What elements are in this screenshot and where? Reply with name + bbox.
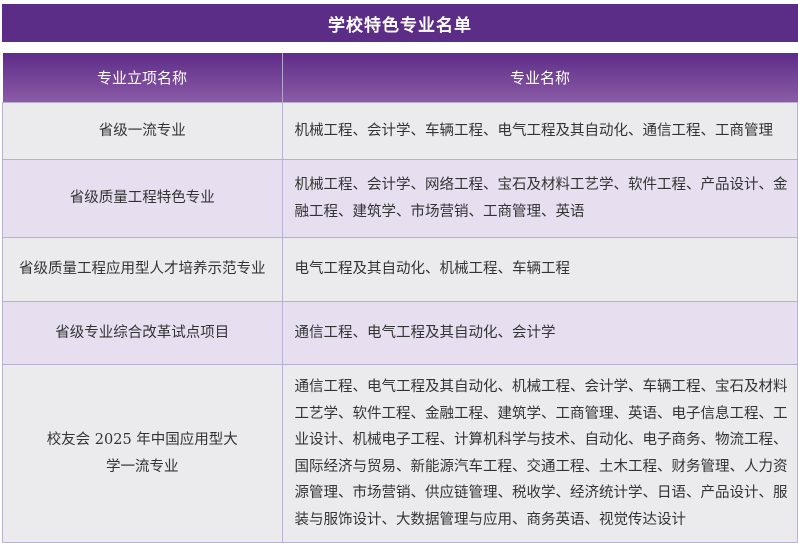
table-row: 省级质量工程应用型人才培养示范专业 电气工程及其自动化、机械工程、车辆工程 [2,237,798,302]
project-name-cell: 省级专业综合改革试点项目 [2,301,283,365]
page-title: 学校特色专业名单 [2,4,798,42]
majors-cell: 电气工程及其自动化、机械工程、车辆工程 [281,237,798,302]
specialty-majors-table: 专业立项名称 专业名称 省级一流专业 机械工程、会计学、车辆工程、电气工程及其自… [2,53,798,543]
table-header-row: 专业立项名称 专业名称 [2,53,798,103]
header-major-names: 专业名称 [282,53,798,103]
table-row: 省级专业综合改革试点项目 通信工程、电气工程及其自动化、会计学 [2,301,798,365]
majors-cell: 通信工程、电气工程及其自动化、会计学 [281,301,798,365]
majors-cell: 机械工程、会计学、车辆工程、电气工程及其自动化、通信工程、工商管理 [281,102,798,160]
table-row: 校友会 2025 年中国应用型大学一流专业 通信工程、电气工程及其自动化、机械工… [2,364,798,543]
table-row: 省级一流专业 机械工程、会计学、车辆工程、电气工程及其自动化、通信工程、工商管理 [2,102,798,160]
header-project-name: 专业立项名称 [2,53,283,103]
majors-cell: 通信工程、电气工程及其自动化、机械工程、会计学、车辆工程、宝石及材料工艺学、软件… [281,364,798,543]
project-name-cell: 省级质量工程应用型人才培养示范专业 [2,237,283,302]
table-row: 省级质量工程特色专业 机械工程、会计学、网络工程、宝石及材料工艺学、软件工程、产… [2,159,798,238]
project-name-cell: 校友会 2025 年中国应用型大学一流专业 [2,364,283,543]
project-name-cell: 省级质量工程特色专业 [2,159,283,238]
majors-cell: 机械工程、会计学、网络工程、宝石及材料工艺学、软件工程、产品设计、金融工程、建筑… [281,159,798,238]
project-name-cell: 省级一流专业 [2,102,283,160]
